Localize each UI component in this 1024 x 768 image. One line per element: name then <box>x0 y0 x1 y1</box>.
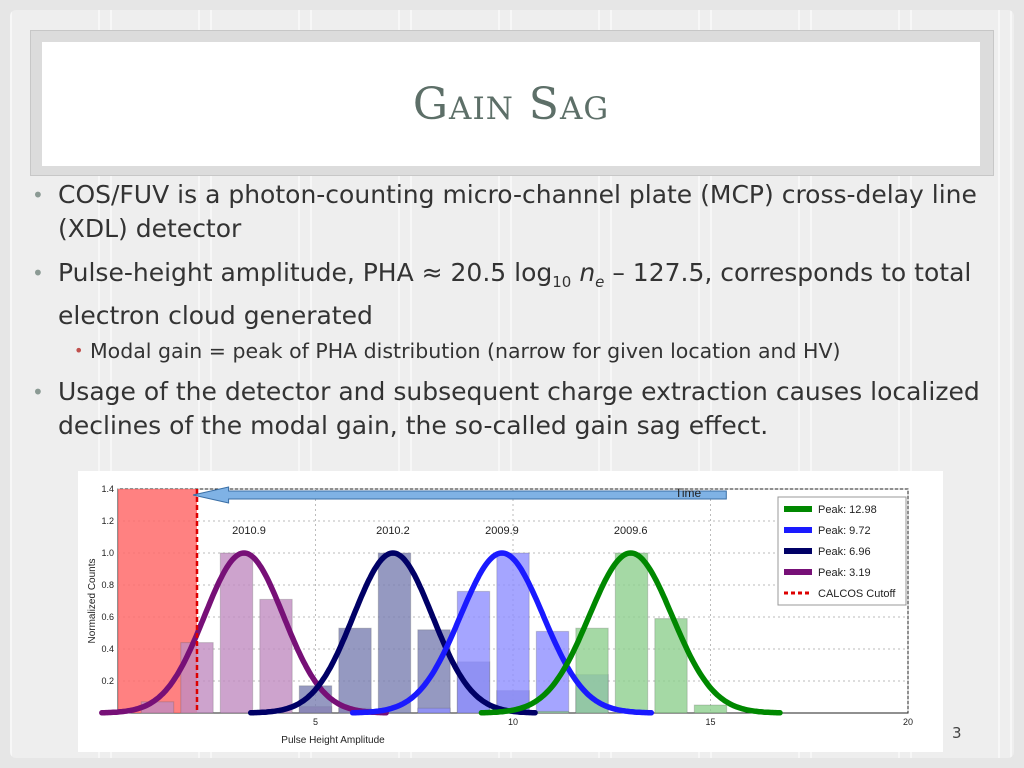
time-arrow-icon <box>192 486 727 504</box>
title-box: Gain Sag <box>42 42 980 166</box>
fit-curve <box>247 550 538 716</box>
fit-curve <box>478 550 783 716</box>
bullet-item: • COS/FUV is a photon-counting micro-cha… <box>30 178 1000 246</box>
y-tick-label: 0.6 <box>101 612 114 622</box>
y-tick-label: 0.4 <box>101 644 114 654</box>
sub-bullet-item: • Modal gain = peak of PHA distribution … <box>30 337 1000 365</box>
bullet-item: • Pulse-height amplitude, PHA ≈ 20.5 log… <box>30 256 1000 333</box>
time-arrow-label: Time <box>675 486 702 500</box>
x-axis-label: Pulse Height Amplitude <box>281 735 385 746</box>
x-tick-label: 15 <box>705 717 715 727</box>
log-base: 10 <box>552 273 572 291</box>
bullet-dot-icon: • <box>32 380 44 404</box>
legend-label: Peak: 3.19 <box>818 567 871 579</box>
bullet-list: • COS/FUV is a photon-counting micro-cha… <box>30 178 1000 453</box>
variable-n: n <box>579 258 596 287</box>
bullet-dot-icon: • <box>32 261 44 285</box>
y-tick-label: 1.0 <box>101 548 114 558</box>
bullet-text: COS/FUV is a photon-counting micro-chann… <box>58 180 977 243</box>
legend-label: Peak: 12.98 <box>818 504 877 516</box>
chart-container: 2010.9 2010.2 2009.9 2009.6 0.2 0.4 0.6 0.8 1.0 1… <box>78 471 943 752</box>
page-number: 3 <box>952 724 962 742</box>
peak-date-label: 2010.2 <box>376 525 410 537</box>
variable-subscript: e <box>595 273 605 291</box>
fit-curve <box>99 550 389 716</box>
peak-date-label: 2009.9 <box>485 525 519 537</box>
legend-label: CALCOS Cutoff <box>818 588 896 600</box>
slide-title: Gain Sag <box>412 78 610 130</box>
bullet-dot-icon: • <box>32 183 44 207</box>
histogram-bar <box>496 552 530 714</box>
histogram-bar <box>417 707 451 714</box>
bullet-text-pha: Pulse-height amplitude, PHA ≈ 20.5 log <box>58 258 553 287</box>
fit-curve <box>349 550 655 716</box>
pha-chart: 2010.9 2010.2 2009.9 2009.6 0.2 0.4 0.6 0.8 1.0 1… <box>87 484 913 746</box>
histogram-bar <box>219 552 254 714</box>
bullet-text-pha-end: – 127.5, corresponds to total electron c… <box>58 258 972 330</box>
y-tick-label: 1.4 <box>101 484 114 494</box>
bullet-text: Usage of the detector and subsequent cha… <box>58 377 980 440</box>
y-axis-label: Normalized Counts <box>87 558 98 643</box>
histogram-bar <box>377 552 412 714</box>
y-tick-label: 1.2 <box>101 516 114 526</box>
histogram-bar <box>693 704 728 714</box>
legend-label: Peak: 9.72 <box>818 525 871 537</box>
sub-bullet-dot-icon: • <box>74 341 84 360</box>
y-tick-label: 0.2 <box>101 676 114 686</box>
peak-date-label: 2010.9 <box>232 525 266 537</box>
x-tick-label: 5 <box>313 717 318 727</box>
legend-label: Peak: 6.96 <box>818 546 871 558</box>
x-tick-label: 20 <box>903 717 913 727</box>
bullet-item: • Usage of the detector and subsequent c… <box>30 375 1000 443</box>
sub-bullet-text: Modal gain = peak of PHA distribution (n… <box>90 339 841 363</box>
x-tick-label: 10 <box>508 717 518 727</box>
y-tick-label: 0.8 <box>101 580 114 590</box>
histogram-bar <box>535 710 570 714</box>
histogram-bar <box>614 552 649 714</box>
peak-date-label: 2009.6 <box>614 525 648 537</box>
histogram-bar <box>259 598 293 714</box>
